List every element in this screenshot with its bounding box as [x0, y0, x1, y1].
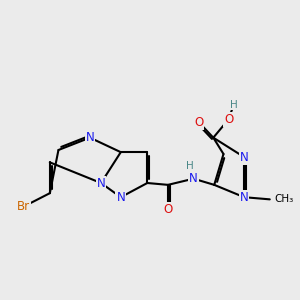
Text: N: N	[240, 151, 248, 164]
Text: H: H	[186, 161, 194, 171]
Text: CH₃: CH₃	[274, 194, 294, 204]
Text: O: O	[224, 113, 233, 126]
Text: N: N	[97, 176, 105, 190]
Text: N: N	[189, 172, 198, 185]
Text: N: N	[85, 131, 94, 144]
Text: O: O	[194, 116, 203, 129]
Text: Br: Br	[17, 200, 31, 213]
Text: N: N	[240, 191, 248, 204]
Text: N: N	[116, 191, 125, 204]
Text: H: H	[230, 100, 238, 110]
Text: O: O	[163, 203, 172, 216]
